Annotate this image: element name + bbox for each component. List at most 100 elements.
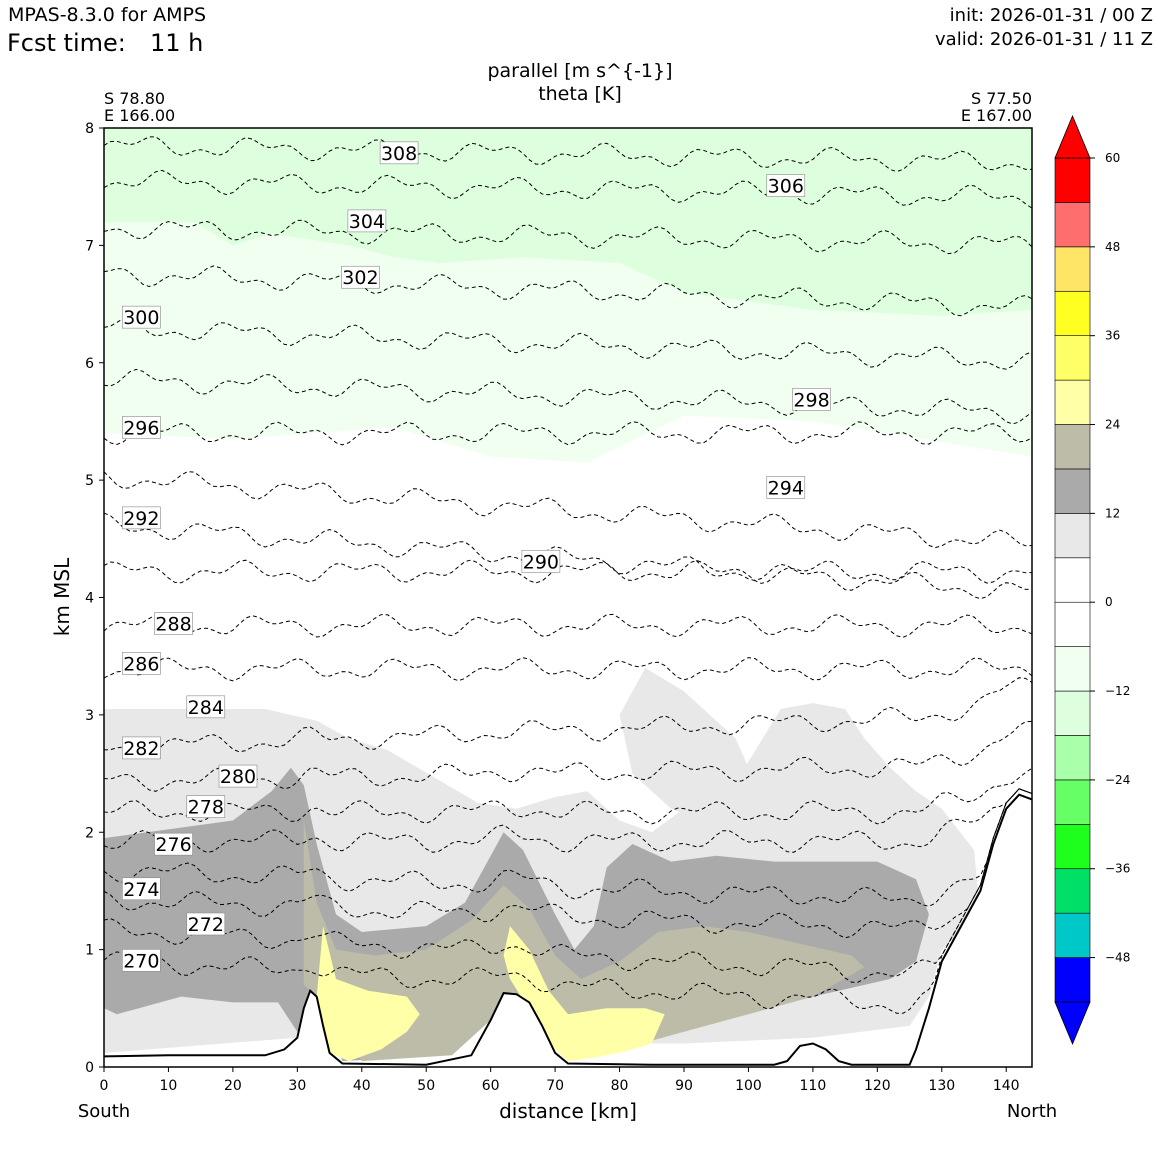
y-tick-label: 0 (85, 1060, 94, 1076)
colorbar-tick-label: −12 (1105, 684, 1130, 698)
shade-region-6 (316, 926, 420, 1062)
colorbar-segment (1054, 513, 1091, 559)
contour-label-box (766, 174, 806, 197)
isentrope-270 (104, 788, 1032, 1014)
x-tick-label: 120 (864, 1078, 891, 1094)
contour-label-box (122, 877, 161, 901)
colorbar-segment (1054, 246, 1091, 292)
isentrope-292 (104, 512, 1032, 600)
plot-title-line2: theta [K] (538, 83, 622, 105)
colorbar-tick-label: −48 (1105, 951, 1130, 965)
colorbar-segment (1054, 957, 1091, 1003)
contour-label: 284 (188, 697, 224, 719)
x-tick-label: 100 (735, 1078, 762, 1094)
isentrope-296 (104, 421, 1032, 446)
contour-label: 276 (155, 834, 191, 856)
colorbar-tick-label: 48 (1105, 240, 1120, 254)
colorbar-segment (1054, 424, 1091, 470)
colorbar-segment (1054, 690, 1091, 736)
colorbar-segment (1054, 468, 1091, 514)
x-tick-label: 110 (800, 1078, 827, 1094)
contour-label: 294 (768, 477, 804, 499)
axes: 0 10 20 30 40 50 60 70 80 90 100 110 120 130 140 0 1 2 3 4 5… (85, 121, 1033, 1094)
contour-label: 282 (123, 738, 159, 760)
left-endpoint-lat: S 78.80 (104, 89, 166, 108)
y-tick-label: 1 (85, 943, 94, 959)
right-endpoint-lon: E 167.00 (960, 106, 1032, 125)
colorbar-segment (1054, 335, 1091, 381)
y-tick-label: 4 (85, 591, 94, 607)
colorbar-max-extension (1054, 114, 1091, 159)
contour-label: 304 (349, 211, 385, 233)
x-tick-label: 30 (288, 1078, 306, 1094)
y-tick-label: 7 (85, 238, 94, 254)
x-tick-label: 130 (928, 1078, 955, 1094)
contour-label: 278 (188, 797, 224, 819)
colorbar-segment (1054, 868, 1091, 914)
colorbar-segment (1054, 290, 1091, 336)
isentrope-300 (104, 316, 1032, 370)
x-tick-label: 140 (993, 1078, 1020, 1094)
contour-label-box (792, 388, 831, 411)
colorbar-segment (1054, 157, 1091, 203)
contour-label-box (122, 416, 161, 439)
colorbar-segment (1054, 557, 1091, 603)
isentrope-282 (104, 720, 1032, 792)
isentrope-302 (104, 265, 1032, 317)
y-tick-label: 6 (85, 356, 94, 372)
contour-label: 296 (123, 417, 159, 439)
colorbar-tick-label: 36 (1105, 329, 1120, 343)
colorbar: 60 48 36 24 12 0 −12 −24 −36 −48 (1054, 114, 1130, 1046)
contour-label-box (379, 141, 419, 165)
colorbar-tick-label: 12 (1105, 506, 1120, 520)
theta-contours (104, 136, 1032, 1014)
valid-time: valid: 2026-01-31 / 11 Z (935, 29, 1153, 50)
contour-label: 308 (381, 143, 417, 165)
x-tick-label: 90 (675, 1078, 693, 1094)
colorbar-tick-label: −36 (1105, 862, 1130, 876)
y-tick-label: 8 (85, 121, 94, 137)
isentrope-284 (104, 677, 1032, 758)
contour-label-box (122, 736, 161, 760)
isentrope-308 (104, 136, 1032, 173)
x-tick-label: 80 (611, 1078, 629, 1094)
isentrope-298 (104, 368, 1032, 425)
colorbar-tick-label: −24 (1105, 773, 1130, 787)
contour-label-box (122, 506, 161, 530)
contour-label: 298 (793, 389, 829, 411)
north-label: North (1006, 1101, 1058, 1122)
right-endpoint-lat: S 77.50 (970, 89, 1032, 108)
plot-title-line1: parallel [m s^{-1}] (487, 60, 673, 82)
contour-label-box (154, 832, 193, 856)
contour-label-box (766, 476, 806, 499)
x-tick-label: 50 (417, 1078, 435, 1094)
shade-region-3 (619, 667, 762, 833)
contour-label-box (218, 764, 258, 788)
contour-label-box (122, 949, 161, 972)
isentrope-280 (104, 767, 1032, 825)
y-tick-label: 5 (85, 473, 94, 489)
colorbar-segment (1054, 735, 1091, 781)
x-tick-label: 40 (353, 1078, 371, 1094)
isentrope-304 (104, 219, 1032, 255)
terrain-line (104, 793, 1032, 1066)
colorbar-segment (1054, 912, 1091, 958)
contour-label-box (341, 265, 380, 289)
isentrope-276 (104, 788, 1032, 907)
colorbar-segment (1054, 379, 1091, 425)
isentrope-272 (104, 788, 1032, 983)
contour-label: 274 (123, 879, 159, 901)
contour-label: 306 (768, 176, 804, 198)
wind-shading (104, 128, 1032, 1062)
contour-label: 270 (123, 950, 159, 972)
colorbar-tick-label: 0 (1105, 595, 1113, 609)
x-axis-label: distance [km] (499, 1099, 637, 1123)
x-tick-label: 0 (100, 1078, 109, 1094)
contour-label-box (186, 695, 226, 719)
contour-label-box (521, 549, 561, 573)
terrain-fill (104, 794, 1032, 1067)
colorbar-segment (1054, 202, 1091, 248)
isentrope-294 (104, 470, 1032, 549)
colorbar-segment (1054, 779, 1091, 825)
